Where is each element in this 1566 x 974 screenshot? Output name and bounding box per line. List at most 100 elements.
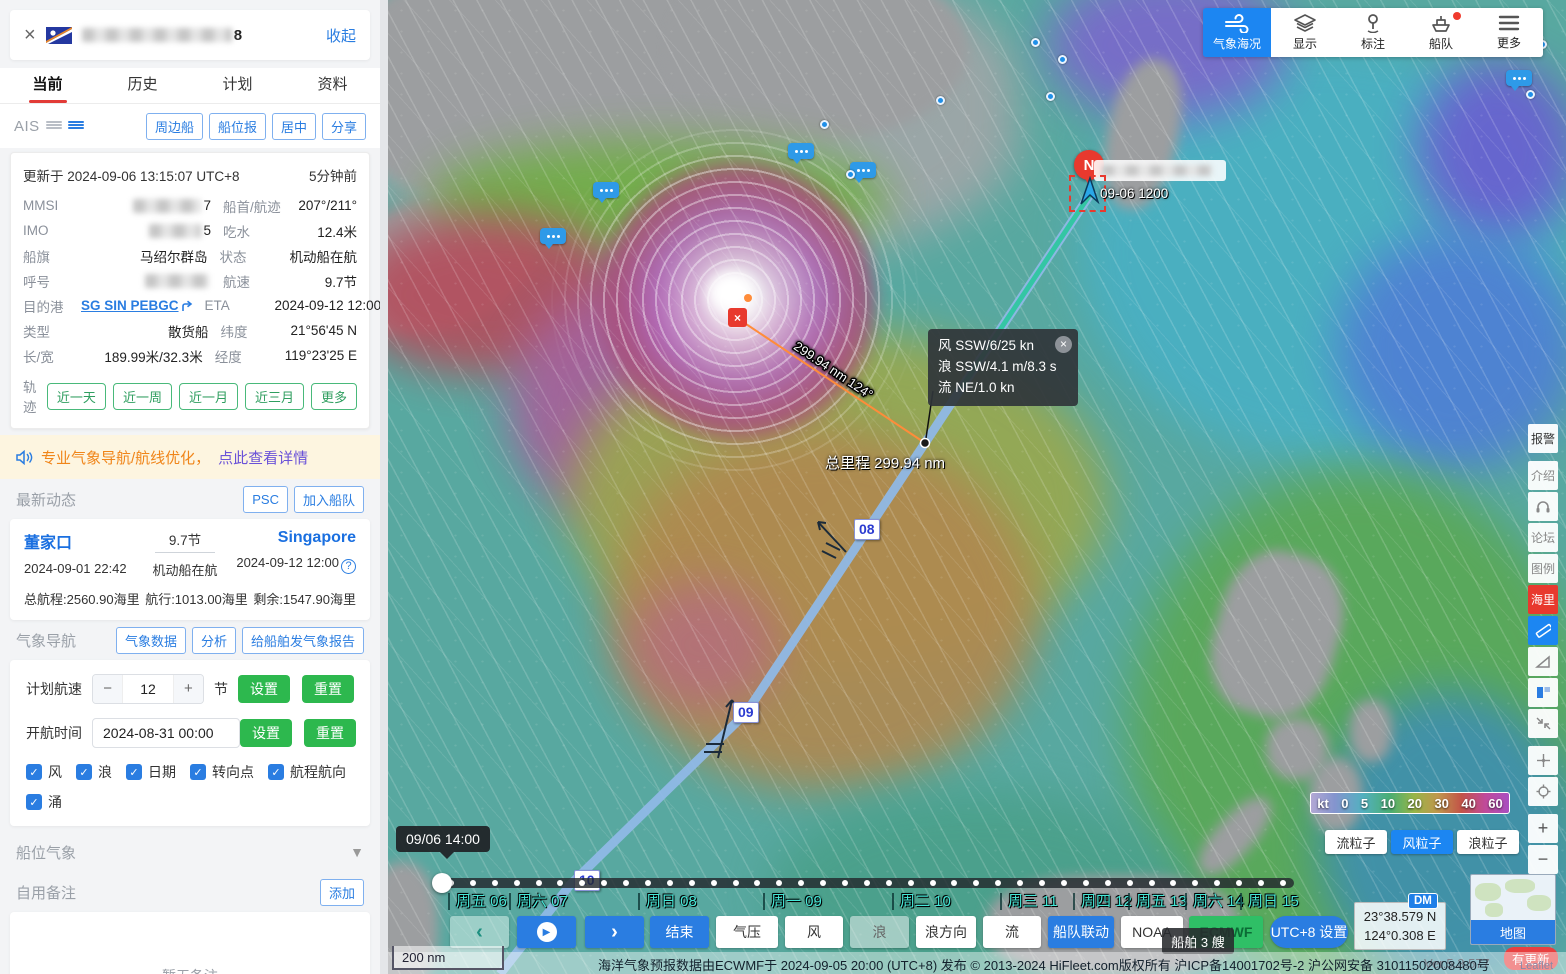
timeline-dot[interactable] (885, 880, 892, 886)
right-toolbar-item-5[interactable]: 海里 (1528, 585, 1558, 614)
top-toolbar-fleet-icon[interactable]: 船队 (1407, 8, 1475, 57)
layer-checkbox-4[interactable]: ✓ 航程航向 (268, 762, 346, 782)
ais-target-dot[interactable] (1058, 55, 1067, 64)
particle-button-2[interactable]: 浪粒子 (1457, 830, 1519, 854)
right-toolbar-item-13[interactable]: − (1528, 845, 1558, 874)
waypoint-label-09[interactable]: 09 (733, 702, 759, 723)
timeline-dot[interactable] (820, 880, 827, 886)
speed-set-button[interactable]: 设置 (238, 675, 290, 703)
depart-set-button[interactable]: 设置 (240, 719, 292, 747)
weather-nav-button-1[interactable]: 分析 (191, 626, 236, 654)
timeline-dot[interactable] (688, 880, 695, 886)
close-icon[interactable]: × (24, 24, 36, 46)
timeline-dot[interactable] (535, 880, 542, 886)
tab-1[interactable]: 历史 (127, 76, 158, 93)
right-toolbar-item-4[interactable]: 图例 (1528, 554, 1558, 583)
layer-pressure-button[interactable]: 气压 (716, 916, 778, 948)
port-message-icon[interactable] (593, 182, 619, 203)
timeline-dot[interactable] (1192, 880, 1199, 886)
add-note-button[interactable]: 添加 (319, 878, 364, 906)
timeline-dot[interactable] (491, 880, 498, 886)
trail-button-3[interactable]: 近三月 (244, 382, 304, 410)
layer-current-button[interactable]: 流 (983, 916, 1041, 948)
ship-map-label-blurred[interactable] (1094, 160, 1226, 181)
trail-button-4[interactable]: 更多 (310, 382, 357, 410)
layer-checkbox-5[interactable]: ✓ 涌 (26, 792, 62, 812)
top-toolbar-menu-icon[interactable]: 更多 (1475, 8, 1543, 57)
timeline-dot[interactable] (1060, 880, 1067, 886)
weather-nav-button-0[interactable]: 气象数据 (115, 626, 186, 654)
timeline-dot[interactable] (863, 880, 870, 886)
timeline-dot[interactable] (1257, 880, 1264, 886)
timeline-dot[interactable] (557, 880, 564, 886)
ais-target-dot[interactable] (1031, 38, 1040, 47)
timeline-dot[interactable] (469, 880, 476, 886)
trail-button-1[interactable]: 近一周 (112, 382, 172, 410)
layer-wave-button[interactable]: 浪 (850, 916, 909, 948)
filter-view-icon[interactable] (67, 120, 84, 132)
ais-button-1[interactable]: 船位报 (208, 112, 266, 140)
right-toolbar-headset-icon[interactable] (1528, 492, 1558, 521)
weather-map[interactable]: × 299.94 nm 124° 08 09 10 总里程 299.94 nm … (388, 0, 1566, 974)
top-toolbar-pin-icon[interactable]: 标注 (1339, 8, 1407, 57)
timeline-dot[interactable] (995, 880, 1002, 886)
fleet-link-button[interactable]: 船队联动 (1048, 916, 1114, 948)
checkbox-icon[interactable]: ✓ (190, 764, 206, 780)
depart-time-input[interactable] (92, 718, 240, 748)
tab-0[interactable]: 当前 (0, 68, 95, 103)
top-toolbar-layers-icon[interactable]: 显示 (1271, 8, 1339, 57)
weather-nav-button-2[interactable]: 给船舶发气象报告 (241, 626, 364, 654)
timeline-dot[interactable] (732, 880, 739, 886)
timeline-dot[interactable] (907, 880, 914, 886)
tab-3[interactable]: 资料 (317, 76, 348, 93)
right-toolbar-protractor-icon[interactable] (1528, 647, 1558, 676)
port-message-icon[interactable] (1506, 70, 1532, 91)
layer-checkbox-1[interactable]: ✓ 浪 (76, 762, 112, 782)
ais-target-dot[interactable] (936, 96, 945, 105)
right-toolbar-layout-icon[interactable] (1528, 678, 1558, 707)
layer-checkbox-2[interactable]: ✓ 日期 (126, 762, 176, 782)
timeline-prev-button[interactable]: ‹ (450, 916, 509, 948)
ais-target-dot[interactable] (820, 120, 829, 129)
list-view-icon[interactable] (45, 120, 62, 132)
timeline-dot[interactable] (973, 880, 980, 886)
minimap[interactable]: 地图 (1470, 874, 1556, 945)
top-toolbar-wind-icon[interactable]: 气象海况 (1203, 8, 1271, 57)
checkbox-icon[interactable]: ✓ (26, 794, 42, 810)
speed-reset-button[interactable]: 重置 (302, 675, 354, 703)
voyage-to-port[interactable]: Singapore (277, 529, 356, 546)
minimap-label[interactable]: 地图 (1471, 920, 1555, 944)
trail-button-0[interactable]: 近一天 (46, 382, 106, 410)
timeline-dot[interactable] (951, 880, 958, 886)
voyage-from-port[interactable]: 董家口 (24, 535, 73, 552)
timeline-dot[interactable] (1039, 880, 1046, 886)
help-icon[interactable]: ? (341, 558, 356, 574)
checkbox-icon[interactable]: ✓ (26, 764, 42, 780)
ais-target-dot[interactable] (846, 170, 855, 179)
timeline-dot[interactable] (601, 880, 608, 886)
timeline-dot[interactable] (1104, 880, 1111, 886)
speed-plus-button[interactable]: + (173, 675, 203, 703)
timeline-dot[interactable] (623, 880, 630, 886)
timeline-dot[interactable] (1126, 880, 1133, 886)
timeline-dot[interactable] (645, 880, 652, 886)
timeline-dot[interactable] (1236, 880, 1243, 886)
leaflet-attribution[interactable]: Leaflet (1520, 960, 1554, 972)
timeline-play-button[interactable]: ▶ (517, 916, 576, 948)
layer-wave-direction-button[interactable]: 浪方向 (916, 916, 976, 948)
utc-settings-button[interactable]: UTC+8 设置 (1270, 916, 1348, 948)
right-toolbar-target-icon[interactable] (1528, 777, 1558, 806)
timeline-dot[interactable] (1017, 880, 1024, 886)
right-toolbar-item-3[interactable]: 论坛 (1528, 523, 1558, 552)
timeline-dot[interactable] (579, 880, 586, 886)
right-toolbar-item-12[interactable]: + (1528, 814, 1558, 843)
timeline-dot[interactable] (513, 880, 520, 886)
port-message-icon[interactable] (788, 143, 814, 164)
particle-button-1[interactable]: 风粒子 (1391, 830, 1453, 854)
tab-2[interactable]: 计划 (222, 76, 253, 93)
timeline-dot[interactable] (710, 880, 717, 886)
timeline-dot[interactable] (1170, 880, 1177, 886)
update-available-badge[interactable]: 有更新 (1504, 947, 1558, 970)
right-toolbar-ruler-icon[interactable] (1528, 616, 1558, 645)
timeline-bar[interactable] (440, 878, 1294, 888)
